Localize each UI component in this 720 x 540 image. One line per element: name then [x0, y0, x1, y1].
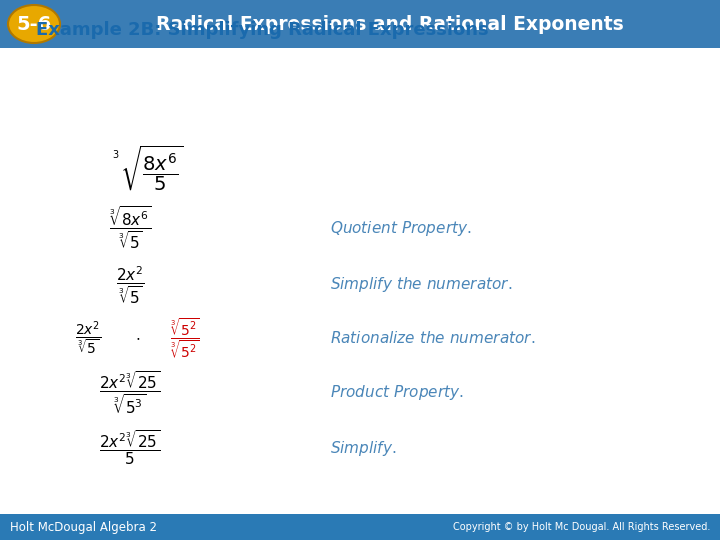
- Text: $\mathit{Product\ Property.}$: $\mathit{Product\ Property.}$: [330, 383, 464, 402]
- Text: Copyright © by Holt Mc Dougal. All Rights Reserved.: Copyright © by Holt Mc Dougal. All Right…: [453, 522, 710, 532]
- Text: $\cdot$: $\cdot$: [135, 330, 140, 346]
- FancyBboxPatch shape: [0, 514, 720, 540]
- Text: $\mathit{Simplify.}$: $\mathit{Simplify.}$: [330, 438, 397, 457]
- FancyBboxPatch shape: [0, 0, 720, 48]
- Text: $\dfrac{\sqrt[3]{8x^6}}{\sqrt[3]{5}}$: $\dfrac{\sqrt[3]{8x^6}}{\sqrt[3]{5}}$: [109, 205, 151, 251]
- Ellipse shape: [8, 5, 60, 43]
- Text: $\mathit{Rationalize\ the\ numerator.}$: $\mathit{Rationalize\ the\ numerator.}$: [330, 330, 535, 346]
- Text: 5-6: 5-6: [17, 15, 52, 33]
- Text: Holt McDougal Algebra 2: Holt McDougal Algebra 2: [10, 521, 157, 534]
- Text: $\mathit{Simplify\ the\ numerator.}$: $\mathit{Simplify\ the\ numerator.}$: [330, 275, 512, 294]
- Text: $\dfrac{\sqrt[3]{5^2}}{\sqrt[3]{5^2}}$: $\dfrac{\sqrt[3]{5^2}}{\sqrt[3]{5^2}}$: [170, 316, 200, 360]
- Text: $\mathit{Quotient\ Property.}$: $\mathit{Quotient\ Property.}$: [330, 219, 472, 238]
- Text: Radical Expressions and Rational Exponents: Radical Expressions and Rational Exponen…: [156, 15, 624, 33]
- Text: $\dfrac{2x^2\sqrt[3]{25}}{5}$: $\dfrac{2x^2\sqrt[3]{25}}{5}$: [99, 429, 161, 467]
- Text: $3$: $3$: [112, 148, 120, 160]
- Text: Example 2B: Simplifying Radical Expressions: Example 2B: Simplifying Radical Expressi…: [36, 21, 489, 39]
- Text: $\dfrac{2x^2}{\sqrt[3]{5}}$: $\dfrac{2x^2}{\sqrt[3]{5}}$: [75, 319, 101, 357]
- Text: $\dfrac{2x^2\sqrt[3]{25}}{\sqrt[3]{5^3}}$: $\dfrac{2x^2\sqrt[3]{25}}{\sqrt[3]{5^3}}…: [99, 370, 161, 416]
- Text: $\dfrac{2x^2}{\sqrt[3]{5}}$: $\dfrac{2x^2}{\sqrt[3]{5}}$: [116, 264, 144, 306]
- Text: $\sqrt{\dfrac{8x^6}{5}}$: $\sqrt{\dfrac{8x^6}{5}}$: [120, 143, 183, 193]
